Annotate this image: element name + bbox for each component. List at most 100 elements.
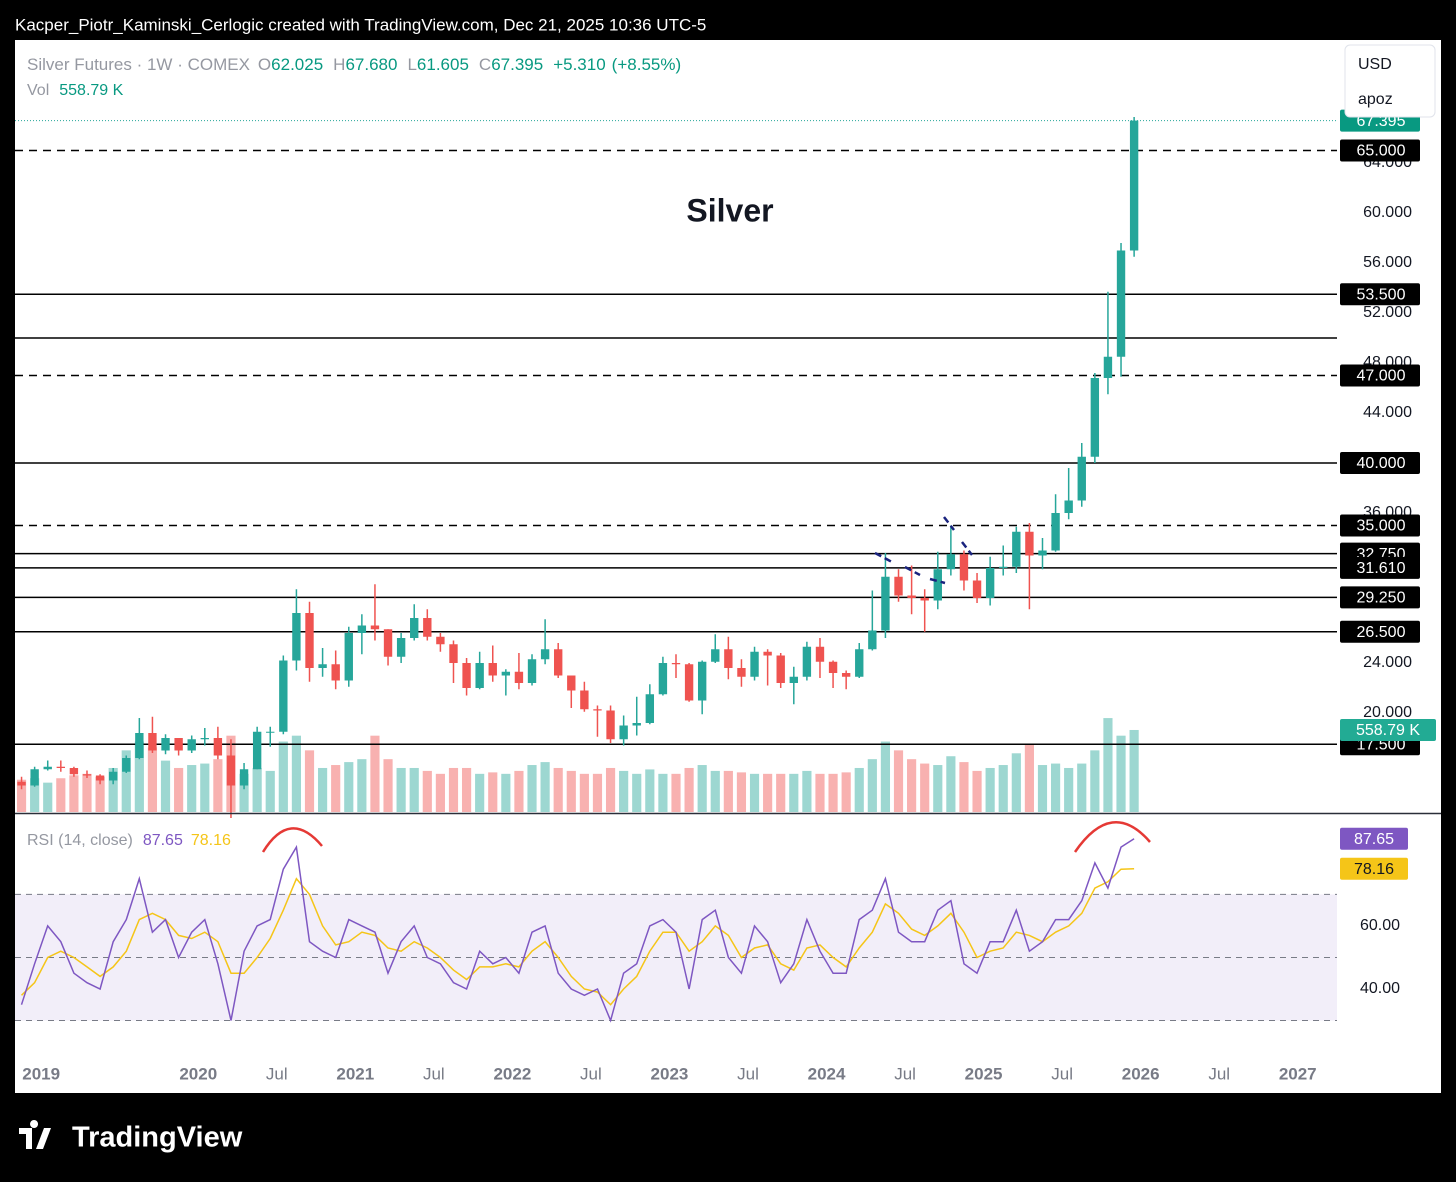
candle-body <box>881 576 890 631</box>
volume-bar <box>540 762 550 812</box>
scale-mode[interactable]: apoz <box>1358 91 1393 108</box>
candle-body <box>999 566 1008 568</box>
volume-bar <box>684 767 694 812</box>
drawing-arc <box>1073 821 1151 853</box>
y-tick-label: 44.000 <box>1363 404 1412 421</box>
volume-bar <box>1129 729 1139 812</box>
rsi-caption: RSI (14, close) <box>27 832 133 849</box>
volume-bar <box>147 747 158 812</box>
level-tag-label: 31.610 <box>1357 560 1406 577</box>
candle-body <box>868 630 877 650</box>
candle-body <box>462 663 471 688</box>
rsi-tick-label: 40.00 <box>1360 980 1400 997</box>
candle-body <box>292 613 301 661</box>
currency[interactable]: USD <box>1358 56 1392 73</box>
candle-body <box>318 664 327 668</box>
volume-bar <box>383 759 393 812</box>
candle-body <box>593 709 602 711</box>
level-tag-label: 53.500 <box>1357 286 1406 303</box>
logo-text: TradingView <box>72 1122 243 1154</box>
volume-bar <box>736 772 747 812</box>
volume-bar <box>527 765 537 812</box>
volume-bar <box>1037 765 1048 812</box>
volume-bar <box>95 776 105 812</box>
candle-body <box>174 738 183 751</box>
candle-body <box>17 781 26 786</box>
candle-body <box>894 576 903 596</box>
volume-bar <box>82 773 92 812</box>
symbol: Silver Futures · 1W · COMEX <box>27 55 250 74</box>
volume-bar <box>213 759 223 812</box>
volume-bar <box>1077 763 1087 812</box>
x-tick-label: 2021 <box>336 1064 374 1083</box>
candle-body <box>540 649 550 660</box>
change-pct: (+8.55%) <box>612 55 681 74</box>
x-tick-label: Jul <box>1051 1064 1073 1083</box>
candle-body <box>108 771 118 781</box>
volume-bar <box>56 778 66 812</box>
volume-bar <box>69 775 79 812</box>
x-tick-label: 2024 <box>808 1064 846 1083</box>
candle-body <box>122 758 131 772</box>
volume-bar <box>30 778 40 812</box>
candle-body <box>645 694 655 723</box>
volume-bar <box>592 773 603 812</box>
candle-body <box>305 613 314 668</box>
candle-body <box>737 668 746 677</box>
x-tick-label: 2022 <box>493 1064 531 1083</box>
volume-bar <box>488 772 498 812</box>
volume-bar <box>409 767 419 812</box>
drawing-line <box>943 516 955 531</box>
candle-body <box>82 774 92 776</box>
candle-body <box>1038 550 1047 556</box>
volume-bar <box>1090 750 1100 812</box>
footer-logo: TradingView <box>19 1120 243 1154</box>
drawing-line <box>904 565 921 577</box>
ohlc-legend: Silver Futures · 1W · COMEX O62.025 H67.68… <box>27 55 681 74</box>
ohlc-value: 67.395 <box>491 55 543 74</box>
volume-bar <box>370 735 380 812</box>
rsi-tag-label: 87.65 <box>1354 831 1394 848</box>
volume-bar <box>1116 735 1126 812</box>
candle-body <box>187 739 196 751</box>
candle-body <box>436 636 445 645</box>
volume-bar <box>1051 763 1061 812</box>
level-tag <box>1340 586 1420 609</box>
ohlc-value: 67.680 <box>345 55 397 74</box>
candle-body <box>370 625 380 630</box>
candle-body <box>514 671 524 683</box>
candle-body <box>148 733 157 751</box>
candle-body <box>724 649 733 668</box>
volume-bar <box>815 773 825 812</box>
candle-body <box>30 769 39 786</box>
candle-body <box>933 569 942 601</box>
volume-bar <box>723 770 733 812</box>
volume-bar <box>108 767 118 812</box>
volume-bar <box>514 770 524 812</box>
volume-bar <box>448 767 459 812</box>
candle-body <box>357 625 367 633</box>
volume-bar <box>475 773 485 812</box>
drawing-line <box>929 577 946 585</box>
level-tag <box>1340 556 1420 579</box>
candle-body <box>828 661 838 673</box>
rsi-value: 87.65 <box>143 832 183 849</box>
volume-bar <box>187 765 197 812</box>
scale-box[interactable] <box>1344 44 1436 118</box>
volume-bar <box>920 763 930 812</box>
volume-bar <box>763 773 773 812</box>
volume-bar <box>933 765 943 812</box>
candle-body <box>449 644 458 663</box>
volume-bar <box>959 762 969 812</box>
level-tag-label: 26.500 <box>1357 624 1406 641</box>
candle-body <box>1025 531 1034 556</box>
candle-body <box>855 649 864 677</box>
volume-bar <box>501 773 511 812</box>
candle-body <box>423 618 432 637</box>
candle-body <box>43 766 52 770</box>
candle-body <box>239 769 249 786</box>
level-tag <box>1340 139 1420 162</box>
drawing-line <box>874 551 893 564</box>
x-tick-label: 2023 <box>651 1064 689 1083</box>
x-tick-label: Jul <box>423 1064 445 1083</box>
